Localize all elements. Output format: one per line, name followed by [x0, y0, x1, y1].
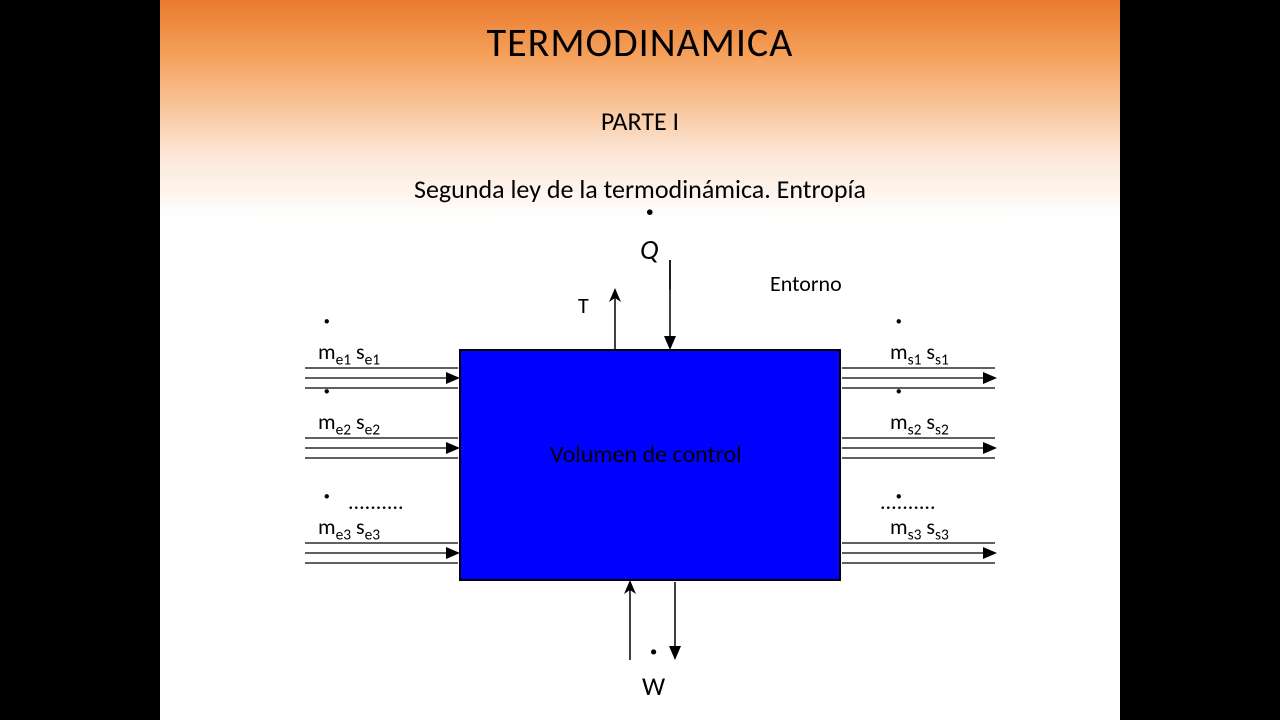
inlet-label-2: me2 se2	[318, 408, 380, 439]
slide-part: PARTE I	[160, 105, 1120, 137]
slide-title: TERMODINAMICA	[160, 18, 1120, 67]
outlet-dots: ..........	[880, 488, 936, 515]
slide: TERMODINAMICA PARTE I Segunda ley de la …	[160, 0, 1120, 720]
outlet-arrows-1	[842, 368, 995, 388]
inlet-label-3: me3 se3	[318, 513, 380, 544]
diagram-svg	[160, 220, 1120, 720]
inlet-arrows-3	[305, 543, 458, 563]
outlet-label-3: ms3 ss3	[890, 513, 949, 544]
label-W: W	[642, 670, 665, 702]
outlet-label-2: ms2 ss2	[890, 408, 949, 439]
outlet-label-1: ms1 ss1	[890, 338, 949, 369]
slide-subtitle: Segunda ley de la termodinámica. Entropí…	[160, 173, 1120, 205]
inlet-arrows-2	[305, 438, 458, 458]
control-volume-diagram: Q T Entorno W Volumen de control me1 se1…	[160, 220, 1120, 720]
slide-header: TERMODINAMICA PARTE I Segunda ley de la …	[160, 0, 1120, 220]
label-Q: Q	[640, 232, 659, 267]
box-label: Volumen de control	[550, 440, 742, 469]
inlet-dots: ..........	[348, 488, 404, 515]
outlet-arrows-3	[842, 543, 995, 563]
label-entorno: Entorno	[770, 270, 842, 297]
outlet-arrows-2	[842, 438, 995, 458]
label-T: T	[578, 292, 589, 319]
inlet-label-1: me1 se1	[318, 338, 380, 369]
